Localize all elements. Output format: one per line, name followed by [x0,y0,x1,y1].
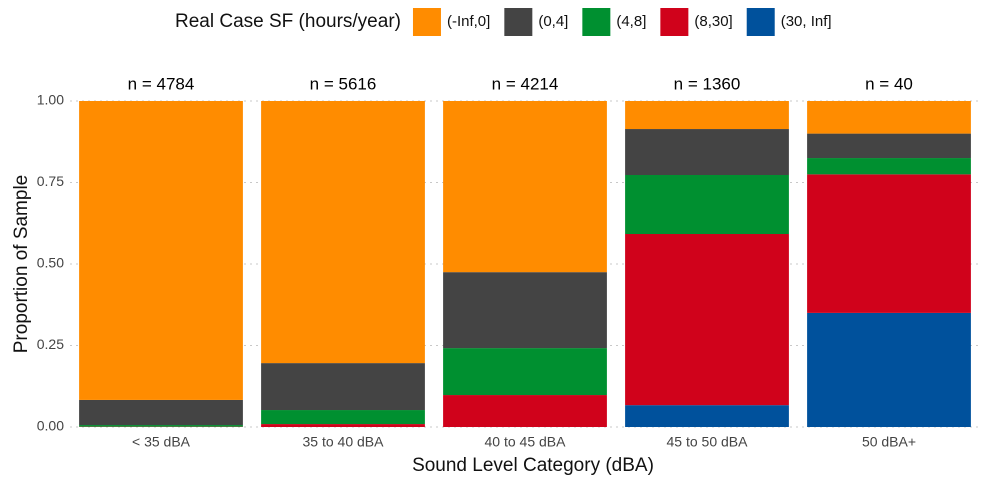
bar-segment [443,395,607,427]
legend-key [746,8,775,36]
legend-key [504,8,533,36]
annotation: n = 4214 [492,74,559,93]
y-tick-label: 1.00 [37,92,64,108]
annotation: n = 5616 [310,74,377,93]
bar-segment [807,101,971,134]
y-tick-label: 0.25 [37,336,64,352]
bar-segment [807,158,971,175]
legend-key [660,8,689,36]
bar-segment [625,234,789,406]
x-tick-label: 40 to 45 dBA [485,434,567,450]
bar-segment [443,272,607,349]
bar-segment [443,101,607,273]
legend-label: (0,4] [538,13,568,30]
annotation: n = 4784 [128,74,195,93]
annotation: n = 1360 [674,74,741,93]
bar-segment [807,312,971,427]
legend-key [412,8,441,36]
legend-title: Real Case SF (hours/year) [175,11,401,32]
y-tick-label: 0.50 [37,255,64,271]
x-tick-label: 50 dBA+ [862,434,916,450]
legend-label: (30, Inf] [781,13,832,30]
bar-segment [625,405,789,427]
x-tick-label: < 35 dBA [132,434,191,450]
y-axis-label: Proportion of Sample [11,175,32,354]
legend-key [582,8,611,36]
bar-segment [807,174,971,313]
y-tick-label: 0.00 [37,418,64,434]
bar-segment [443,348,607,396]
bar-segment [79,399,243,426]
bar-segment [261,101,425,364]
x-axis-label: Sound Level Category (dBA) [412,455,654,476]
legend-label: (8,30] [694,13,732,30]
legend-label: (-Inf,0] [447,13,490,30]
x-tick-label: 45 to 50 dBA [667,434,749,450]
bar-segment [807,133,971,159]
bar-segment [79,101,243,400]
bar-segment [79,425,243,427]
bar-segment [261,410,425,425]
x-tick-label: 35 to 40 dBA [303,434,385,450]
annotation: n = 40 [865,74,913,93]
bar-segment [625,129,789,176]
legend-label: (4,8] [616,13,646,30]
bar-segment [261,363,425,411]
bar-segment [625,175,789,235]
bar-segment [625,101,789,130]
bar-segment [261,424,425,427]
y-tick-label: 0.75 [37,173,64,189]
